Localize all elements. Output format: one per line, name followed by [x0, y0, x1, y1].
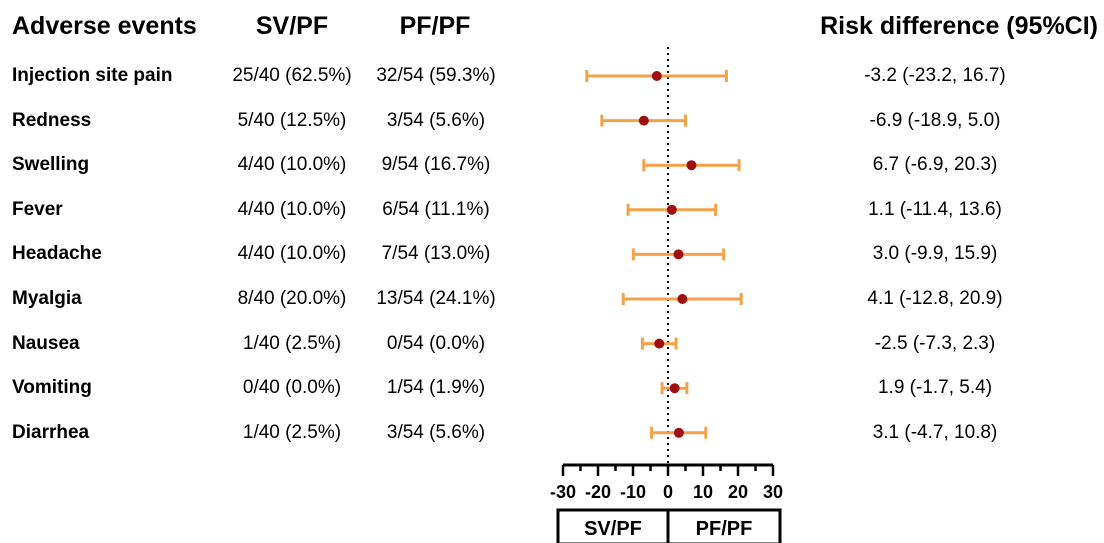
risk-difference-value: 1.9 (-1.7, 5.4)	[877, 377, 993, 399]
risk-difference-value: 6.7 (-6.9, 20.3)	[872, 154, 998, 176]
event-name: Fever	[12, 198, 63, 220]
x-tick-label: 20	[728, 482, 748, 502]
risk-difference-value: -2.5 (-7.3, 2.3)	[874, 332, 996, 354]
event-name: Diarrhea	[12, 421, 90, 443]
event-name: Nausea	[12, 332, 80, 354]
sv-pf-count: 4/40 (10.0%)	[237, 154, 347, 176]
header-group-sv-pf: SV/PF	[255, 12, 329, 40]
pf-pf-count: 9/54 (16.7%)	[381, 154, 491, 176]
sv-pf-count: 4/40 (10.0%)	[237, 243, 347, 265]
point-estimate	[669, 383, 680, 394]
risk-difference-value: -3.2 (-23.2, 16.7)	[864, 65, 1006, 86]
table-row: Swelling 4/40 (10.0%) 9/54 (16.7%) 6.7 (-6.…	[0, 150, 1104, 180]
sv-pf-count: 1/40 (2.5%)	[242, 332, 342, 354]
point-estimate	[673, 249, 684, 260]
table-row: Redness 5/40 (12.5%) 3/54 (5.6%) -6.9 (-18.…	[0, 106, 1104, 136]
sv-pf-count: 4/40 (10.0%)	[237, 198, 347, 220]
sv-pf-count: 8/40 (20.0%)	[237, 288, 347, 309]
event-name: Swelling	[12, 154, 90, 176]
pf-pf-count: 6/54 (11.1%)	[382, 198, 490, 220]
risk-difference-value: -6.9 (-18.9, 5.0)	[869, 109, 1001, 131]
x-tick-label: 30	[763, 482, 783, 502]
risk-difference-value: 3.0 (-9.9, 15.9)	[872, 243, 998, 265]
pf-pf-count: 1/54 (1.9%)	[386, 377, 486, 399]
pf-pf-count: 3/54 (5.6%)	[386, 109, 486, 131]
sv-pf-count: 0/40 (0.0%)	[242, 377, 342, 399]
point-estimate	[686, 160, 697, 171]
x-tick-label: -20	[585, 482, 611, 502]
header-adverse-events: Adverse events	[12, 12, 197, 40]
sv-pf-count: 1/40 (2.5%)	[242, 421, 342, 443]
favor-label-pf-pf: PF/PF	[696, 518, 753, 540]
event-name: Injection site pain	[12, 65, 173, 86]
table-row: Injection site pain 25/40 (62.5%) 32/54 (5…	[0, 61, 1104, 91]
event-name: Headache	[12, 243, 102, 265]
point-estimate	[673, 427, 684, 438]
point-estimate	[651, 71, 662, 81]
table-row: Fever 4/40 (10.0%) 6/54 (11.1%) 1.1 (-11.4,…	[0, 195, 1104, 225]
sv-pf-count: 5/40 (12.5%)	[237, 109, 347, 131]
event-name: Vomiting	[12, 377, 92, 399]
table-row: Nausea 1/40 (2.5%) 0/54 (0.0%) -2.5 (-7.3, …	[0, 329, 1104, 359]
point-estimate	[677, 294, 688, 304]
table-row: Myalgia 8/40 (20.0%) 13/54 (24.1%) 4.1 (-12…	[0, 284, 1104, 314]
pf-pf-count: 13/54 (24.1%)	[376, 288, 496, 309]
risk-difference-value: 4.1 (-12.8, 20.9)	[867, 288, 1003, 309]
table-row: Diarrhea 1/40 (2.5%) 3/54 (5.6%) 3.1 (-4.7,…	[0, 418, 1104, 448]
x-tick-label: 10	[693, 482, 713, 502]
pf-pf-count: 7/54 (13.0%)	[381, 243, 491, 265]
point-estimate	[638, 115, 649, 126]
point-estimate	[666, 204, 677, 215]
risk-difference-value: 1.1 (-11.4, 13.6)	[868, 198, 1002, 220]
header-risk-difference: Risk difference (95%CI)	[820, 12, 1098, 40]
favor-label-sv-pf: SV/PF	[584, 518, 642, 540]
point-estimate	[654, 338, 665, 349]
pf-pf-count: 3/54 (5.6%)	[386, 421, 486, 443]
table-row: Vomiting 0/40 (0.0%) 1/54 (1.9%) 1.9 (-1.7,…	[0, 373, 1104, 403]
risk-difference-value: 3.1 (-4.7, 10.8)	[872, 421, 998, 443]
x-tick-label: -10	[620, 482, 646, 502]
pf-pf-count: 0/54 (0.0%)	[386, 332, 486, 354]
header-group-pf-pf: PF/PF	[399, 12, 471, 40]
event-name: Redness	[12, 109, 92, 131]
x-tick-label: 0	[663, 482, 673, 502]
table-row: Headache 4/40 (10.0%) 7/54 (13.0%) 3.0 (-9.…	[0, 239, 1104, 269]
x-tick-label: -30	[550, 482, 576, 502]
event-name: Myalgia	[12, 288, 82, 309]
sv-pf-count: 25/40 (62.5%)	[232, 65, 352, 86]
pf-pf-count: 32/54 (59.3%)	[376, 65, 496, 86]
